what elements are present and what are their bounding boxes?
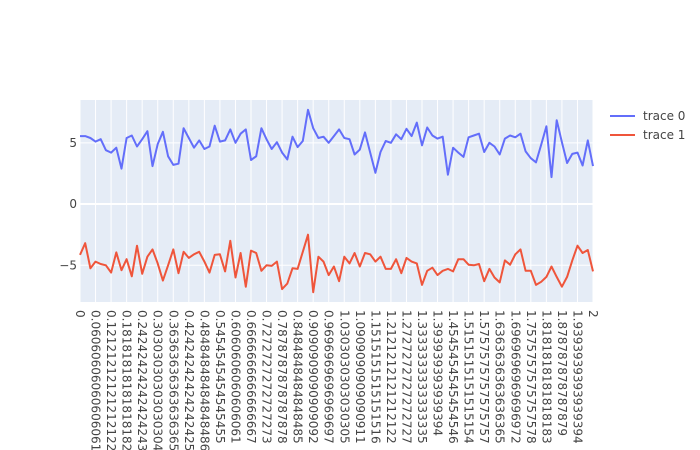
series-lines xyxy=(79,108,594,294)
x-tick-label: 1.3333333333333335 xyxy=(415,310,429,444)
x-tick-label: 0.9090909090909092 xyxy=(306,310,320,444)
x-tick-label: 0.6666666666666667 xyxy=(244,310,258,444)
x-tick-label: 1.6969696969696972 xyxy=(508,310,522,444)
x-tick-label: 0 xyxy=(73,310,87,318)
legend-label: trace 0 xyxy=(643,109,685,123)
x-axis-ticks: 0 0.06060606060606061 0.12121212121212122 0… xyxy=(73,310,600,450)
legend-item-1[interactable]: trace 1 xyxy=(610,128,685,142)
x-tick-label: 0.6060606060606061 xyxy=(228,310,242,444)
legend-item-0[interactable]: trace 0 xyxy=(610,109,685,123)
gridlines xyxy=(79,100,594,302)
x-tick-label: 1.0909090909090911 xyxy=(353,310,367,444)
x-tick-label: 0.24242424242424243 xyxy=(135,310,149,450)
legend[interactable]: trace 0 trace 1 xyxy=(610,109,685,142)
x-tick-label: 1.393939393939394 xyxy=(431,310,445,436)
x-tick-label: 1.9393939393939394 xyxy=(570,310,584,444)
x-tick-label: 1.8181818181818183 xyxy=(539,310,553,444)
x-tick-label: 0.8484848484848485 xyxy=(291,310,305,444)
x-tick-label: 1.0303030303030305 xyxy=(337,310,351,444)
x-tick-label: 0.12121212121212122 xyxy=(104,310,118,450)
x-tick-label: 0.5454545454545455 xyxy=(213,310,227,444)
x-tick-label: 0.48484848484848486 xyxy=(197,310,211,450)
x-tick-label: 0.7272727272727273 xyxy=(260,310,274,444)
y-tick-label: 0 xyxy=(69,197,77,211)
x-tick-label: 0.9696969696969697 xyxy=(322,310,336,444)
x-tick-label: 1.878787878787879 xyxy=(555,310,569,436)
x-tick-label: 0.06060606060606061 xyxy=(89,310,103,450)
x-tick-label: 1.4545454545454546 xyxy=(446,310,460,444)
x-tick-label: 0.18181818181818182 xyxy=(120,310,134,450)
x-tick-label: 0.36363636363636365 xyxy=(166,310,180,450)
y-tick-label: −5 xyxy=(59,258,77,272)
x-tick-label: 2 xyxy=(586,310,600,318)
x-tick-label: 0.7878787878787878 xyxy=(275,310,289,444)
x-tick-label: 1.5757575757575757 xyxy=(477,310,491,444)
x-tick-label: 0.30303030303030304 xyxy=(151,310,165,450)
x-tick-label: 1.5151515151515154 xyxy=(462,310,476,444)
series-line-1 xyxy=(79,233,594,294)
x-tick-label: 0.42424242424242425 xyxy=(182,310,196,450)
y-tick-label: 5 xyxy=(69,136,77,150)
x-tick-label: 1.2121212121212122 xyxy=(384,310,398,444)
x-tick-label: 1.6363636363636365 xyxy=(493,310,507,444)
x-tick-label: 1.2727272727272727 xyxy=(399,310,413,444)
x-tick-label: 1.1515151515151516 xyxy=(368,310,382,444)
y-axis-ticks: 5 0 −5 xyxy=(59,136,77,272)
series-line-0 xyxy=(80,108,594,179)
legend-label: trace 1 xyxy=(643,128,685,142)
x-tick-label: 1.7575757575757578 xyxy=(524,310,538,444)
